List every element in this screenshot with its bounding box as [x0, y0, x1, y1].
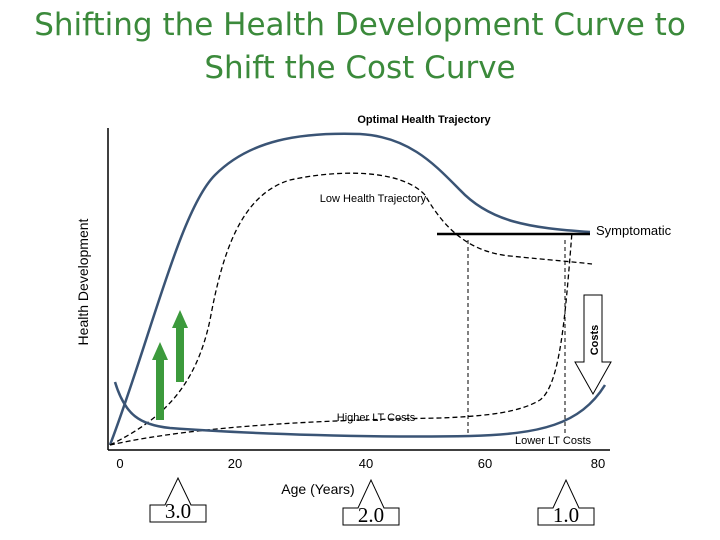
slide-title: Shifting the Health Development Curve to…: [0, 4, 720, 90]
optimal-health-curve: [108, 132, 591, 446]
x-axis-label: Age (Years): [281, 481, 354, 497]
higher-costs-label: Higher LT Costs: [337, 412, 416, 424]
green-arrow-short: [152, 342, 168, 420]
x-tick-label: 0: [116, 456, 123, 471]
title-line-2: Shift the Cost Curve: [204, 50, 516, 86]
y-axis-label: Health Development: [75, 218, 91, 345]
costs-arrow: [574, 294, 612, 396]
low-trajectory-label: Low Health Trajectory: [320, 193, 427, 205]
title-line-1: Shifting the Health Development Curve to: [34, 7, 686, 43]
x-tick-label: 80: [591, 456, 605, 471]
higher-costs-curve: [109, 231, 573, 446]
ratio-label-2: 2.0: [358, 503, 384, 527]
ratio-callout-1: [149, 476, 207, 523]
ratio-label-1: 3.0: [165, 499, 191, 523]
lower-costs-curve: [113, 381, 607, 438]
x-tick-label: 40: [359, 456, 373, 471]
optimal-trajectory-label: Optimal Health Trajectory: [357, 114, 491, 126]
low-health-curve: [109, 172, 593, 446]
ratio-callout-3: [537, 478, 595, 526]
ratio-callout-2: [342, 478, 400, 526]
lower-costs-label: Lower LT Costs: [515, 435, 592, 447]
costs-label: Costs: [589, 325, 601, 356]
green-arrow-tall: [172, 310, 188, 382]
ratio-label-3: 1.0: [553, 503, 579, 527]
x-tick-label: 20: [228, 456, 242, 471]
symptomatic-label: Symptomatic: [596, 223, 672, 238]
x-tick-label: 60: [478, 456, 492, 471]
